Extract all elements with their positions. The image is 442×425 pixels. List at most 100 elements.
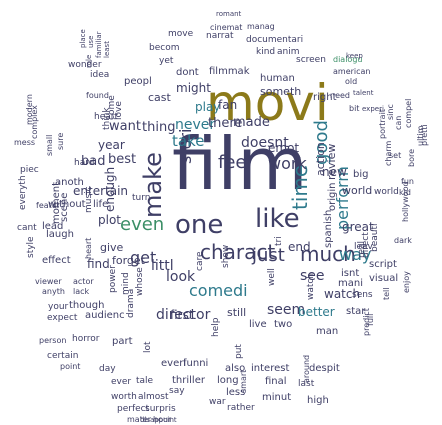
word-better: better (298, 305, 335, 319)
word-surpris: surpris (145, 404, 176, 414)
word-seem: seem (267, 302, 306, 318)
word-way: way (339, 245, 372, 264)
word-everyth: everyth (18, 175, 28, 210)
word-actor: actor (73, 277, 94, 286)
word-pretti: pretti (420, 124, 429, 146)
word-get: get (130, 248, 157, 267)
word-last: last (298, 379, 315, 389)
word-without: without (48, 199, 86, 210)
word-watch: watch (324, 287, 361, 301)
word-small: small (45, 134, 54, 156)
word-spanish: spanish (323, 209, 334, 248)
word-review: review (325, 143, 338, 180)
word-director: director (156, 307, 211, 323)
word-rather: rather (227, 403, 255, 413)
word-around: around (302, 354, 311, 383)
word-emot: emot (268, 141, 300, 155)
word-old: old (345, 77, 358, 86)
word-big: big (353, 169, 369, 180)
word-disappoint: disappoint (140, 416, 177, 424)
word-heart: heart (94, 112, 118, 122)
word-think: think (102, 107, 112, 130)
word-look: look (166, 269, 196, 285)
word-experi: experi (362, 105, 384, 113)
word-cast: cast (148, 91, 171, 104)
word-found: found (86, 91, 109, 100)
word-want: want (109, 119, 141, 134)
word-despit: despit (309, 363, 340, 374)
word-end: end (288, 240, 311, 254)
word-viewer: viewer (35, 277, 62, 286)
word-filmmak: filmmak (209, 66, 250, 77)
word-never: never (175, 117, 216, 133)
word-part: part (112, 336, 133, 347)
word-tale: tale (136, 376, 154, 386)
word-long: long (217, 375, 239, 386)
word-war: war (209, 397, 226, 407)
word-effect: effect (42, 255, 71, 266)
word-say: say (169, 386, 185, 396)
word-anim: anim (277, 47, 300, 57)
word-dark: dark (394, 236, 412, 245)
word-made: made (233, 115, 270, 130)
word-kind: kind (256, 47, 276, 57)
word-drama: drama (126, 288, 136, 318)
word-music: music (84, 186, 94, 213)
word-best: best (108, 152, 137, 167)
word-everi: everi (161, 358, 187, 369)
word-documentari: documentari (246, 35, 304, 45)
word-need: need (330, 91, 350, 100)
word-style: style (26, 236, 36, 258)
word-dont: dont (176, 67, 199, 78)
word-forget: forget (112, 254, 145, 267)
word-talent: talent (353, 89, 374, 97)
word-role: role (85, 54, 93, 68)
word-world: world (374, 187, 399, 197)
word-funni: funni (183, 358, 209, 369)
word-lead: lead (42, 221, 64, 232)
word-life: life (93, 199, 109, 210)
word-care: care (195, 251, 205, 271)
word-romant: romant (216, 10, 242, 18)
word-tell: tell (382, 287, 391, 300)
word-just: just (252, 245, 285, 266)
word-place: place (79, 29, 87, 48)
word-portrait: portrait (378, 109, 387, 139)
word-right: right (313, 92, 337, 103)
word-take: take (172, 132, 205, 150)
word-watch: watch (306, 272, 316, 300)
word-world: world (342, 184, 373, 197)
word-audienc: audienc (85, 310, 125, 321)
word-sens: sens (352, 290, 373, 300)
word-sinc: sinc (386, 104, 395, 120)
word-make: make (139, 152, 167, 218)
word-hour: hour (153, 415, 172, 424)
word-sure: sure (56, 132, 65, 150)
word-minut: minut (262, 392, 292, 403)
word-perfect: perfect (117, 404, 150, 414)
word-wonder: wonder (68, 60, 102, 70)
word-person: person (39, 336, 67, 345)
word-thing: thing (142, 120, 176, 135)
word-kid: kid (399, 188, 411, 197)
word-find: find (87, 257, 110, 271)
word-power: power (108, 265, 118, 293)
word-see: see (300, 268, 325, 284)
word-new: new (322, 165, 347, 179)
word-narrat: narrat (206, 31, 234, 41)
word-work: work (268, 154, 307, 173)
word-live: live (249, 319, 267, 330)
word-one: one (175, 210, 224, 240)
word-horror: horror (72, 334, 100, 344)
word-day: day (99, 364, 116, 374)
word-like: like (255, 204, 300, 234)
word-point: point (60, 362, 81, 371)
word-scene: scene (59, 192, 70, 222)
word-your: your (48, 302, 69, 312)
word-enjoy: enjoy (402, 271, 411, 293)
word-feel: feel (218, 152, 252, 173)
word-heart: heart (84, 237, 93, 259)
word-might: might (176, 81, 211, 95)
word-american: american (333, 67, 371, 76)
